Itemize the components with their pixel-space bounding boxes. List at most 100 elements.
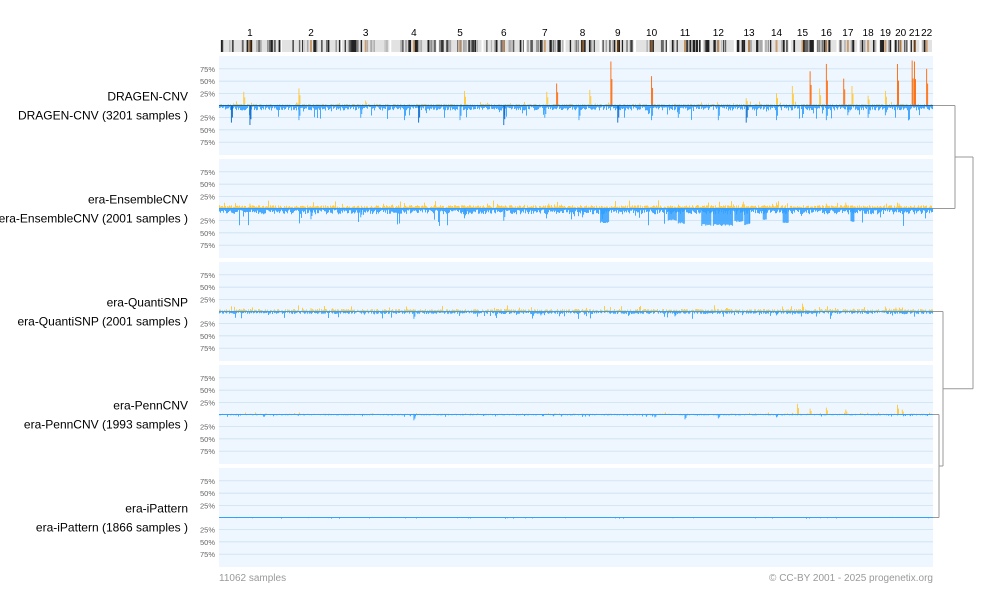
centromere [502,40,505,52]
y-tick-label: 25% [200,114,215,123]
chromosome-13 [735,40,763,52]
y-tick-label: 75% [200,344,215,353]
centromere [543,40,546,52]
chromosome-ideogram [220,40,932,52]
chromosome-label: 13 [743,28,755,39]
centromere [925,40,928,52]
chromosome-10 [635,40,668,52]
centromere [364,40,367,52]
chromosome-18 [859,40,878,52]
chromosome-label: 2 [308,28,314,39]
chromosome-14 [764,40,789,52]
chromosome-4 [391,40,437,52]
centromere [846,40,849,52]
centromere [801,40,804,52]
panel-era-EnsembleCNV: 25% 25% 50% 50% 75% 75% era-EnsembleCNV era-Ens… [0,159,933,258]
chromosome-15 [790,40,815,52]
chromosome-17 [838,40,858,52]
centromere [884,40,887,52]
chromosome-6 [483,40,525,52]
chromosome-label: 1 [247,28,253,39]
chromosome-label: 3 [363,28,369,39]
y-tick-label: 25% [200,217,215,226]
chromosome-19 [879,40,892,52]
centromere [899,40,902,52]
panel-DRAGEN-CNV: 25% 25% 50% 50% 75% 75% DRAGEN-CNV DRAGEN-CNV (… [18,56,933,155]
sample-panels: 25% 25% 50% 50% 75% 75% DRAGEN-CNV DRAGEN-CNV (… [0,56,933,567]
y-tick-label: 50% [200,180,215,189]
chromosome-label: 9 [615,28,621,39]
series-label: era-QuantiSNP (2001 samples ) [17,315,188,329]
y-tick-label: 75% [200,271,215,280]
chromosome-label: 8 [580,28,586,39]
chromosome-label: 4 [411,28,417,39]
y-tick-label: 50% [200,77,215,86]
y-tick-label: 50% [200,229,215,238]
centromere [867,40,870,52]
centromere [459,40,462,52]
y-tick-label: 50% [200,386,215,395]
centromere [913,40,916,52]
y-tick-label: 50% [200,435,215,444]
chromosome-8 [565,40,600,52]
series-name: DRAGEN-CNV [107,90,188,104]
y-tick-label: 75% [200,168,215,177]
panel-era-PennCNV: 25%25%50%50%75%75%era-PennCNVera-PennCNV… [24,365,933,464]
chromosome-label: 19 [880,28,892,39]
chromosome-7 [526,40,564,52]
y-tick-label: 25% [200,423,215,432]
chromosome-label: 11 [680,28,691,39]
chromosome-labels: 1 2 3 4 5 6 7 8 9 10 11 12 13 14 15 16 17 18 19 20 21 22 [247,28,932,39]
centromere [309,40,312,52]
centromere [684,40,687,52]
series-label: era-EnsembleCNV (2001 samples ) [0,212,188,226]
chromosome-22 [921,40,932,52]
series-name: era-EnsembleCNV [88,193,188,207]
chromosome-label: 16 [821,28,833,39]
y-tick-label: 50% [200,332,215,341]
chromosome-label: 7 [542,28,548,39]
y-tick-label: 50% [200,126,215,135]
centromere [650,40,653,52]
chromosome-2 [281,40,341,52]
y-tick-label: 50% [200,283,215,292]
chromosome-label: 10 [646,28,658,39]
y-tick-label: 25% [200,320,215,329]
centromere [581,40,584,52]
chromosome-label: 14 [771,28,783,39]
centromere [248,40,251,52]
y-tick-label: 75% [200,138,215,147]
series-name: era-QuantiSNP [107,296,188,310]
chromosome-label: 5 [457,28,463,39]
chromosome-20 [893,40,908,52]
centromere [412,40,415,52]
chromosome-label: 21 [909,28,921,39]
y-tick-label: 75% [200,447,215,456]
centromere [775,40,778,52]
chromosome-5 [438,40,482,52]
chromosome-label: 6 [501,28,507,39]
chromosome-label: 17 [842,28,854,39]
chromosome-12 [702,40,734,52]
chromosome-3 [342,40,390,52]
chromosome-16 [816,40,837,52]
centromere [825,40,828,52]
chromosome-label: 12 [713,28,725,39]
chromosome-21 [909,40,920,52]
y-tick-label: 25% [200,295,215,304]
chromosome-1 [220,40,281,52]
panel-era-QuantiSNP: 25% 25% 50% 50% 75% 75% era-QuantiSNP era-Quant… [17,262,933,361]
y-tick-label: 25% [200,89,215,98]
chromosome-label: 22 [921,28,933,39]
y-tick-label: 75% [200,65,215,74]
y-tick-label: 25% [200,398,215,407]
chromosome-label: 15 [797,28,809,39]
chromosome-9 [601,40,634,52]
chromosome-label: 18 [863,28,875,39]
chromosome-11 [669,40,701,52]
y-tick-label: 75% [200,374,215,383]
centromere [616,40,619,52]
series-label: DRAGEN-CNV (3201 samples ) [18,109,188,123]
centromere [717,40,720,52]
